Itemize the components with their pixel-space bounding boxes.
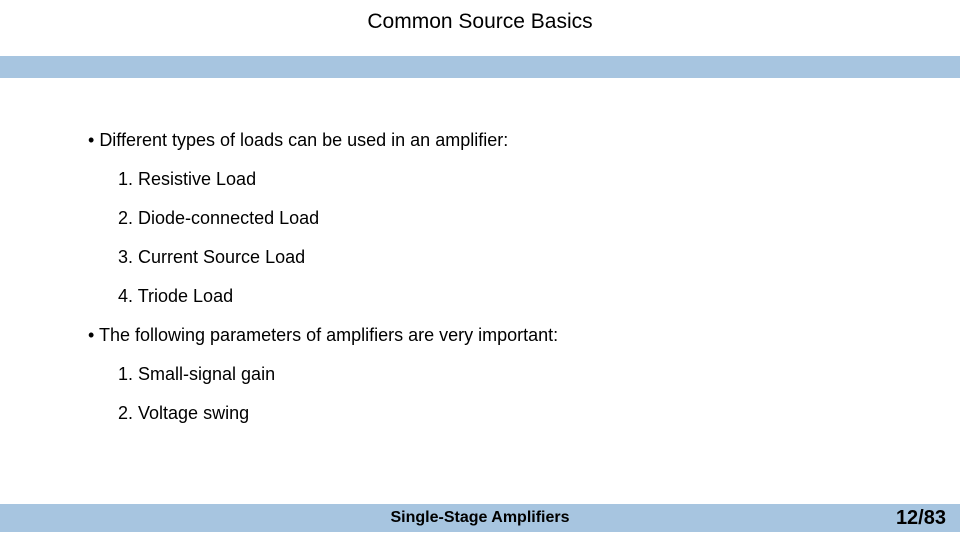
bullet-1-item-4: 4. Triode Load bbox=[118, 286, 888, 307]
bullet-1-item-1: 1. Resistive Load bbox=[118, 169, 888, 190]
bullet-2-item-1: 1. Small-signal gain bbox=[118, 364, 888, 385]
bullet-2: • The following parameters of amplifiers… bbox=[88, 325, 888, 346]
bullet-1-item-3: 3. Current Source Load bbox=[118, 247, 888, 268]
bullet-2-text: The following parameters of amplifiers a… bbox=[99, 325, 558, 345]
footer-bar: Single-Stage Amplifiers bbox=[0, 504, 960, 532]
slide: Common Source Basics • Different types o… bbox=[0, 0, 960, 540]
title-area: Common Source Basics bbox=[0, 0, 960, 34]
content-area: • Different types of loads can be used i… bbox=[88, 130, 888, 442]
bullet-1: • Different types of loads can be used i… bbox=[88, 130, 888, 151]
page-number: 12/83 bbox=[896, 507, 946, 530]
bullet-1-item-2: 2. Diode-connected Load bbox=[118, 208, 888, 229]
footer-title: Single-Stage Amplifiers bbox=[391, 509, 570, 527]
bullet-marker: • bbox=[88, 325, 99, 345]
bullet-2-item-2: 2. Voltage swing bbox=[118, 403, 888, 424]
bullet-1-text: Different types of loads can be used in … bbox=[99, 130, 508, 150]
header-divider-bar bbox=[0, 56, 960, 78]
bullet-marker: • bbox=[88, 130, 99, 150]
slide-title: Common Source Basics bbox=[0, 10, 960, 34]
